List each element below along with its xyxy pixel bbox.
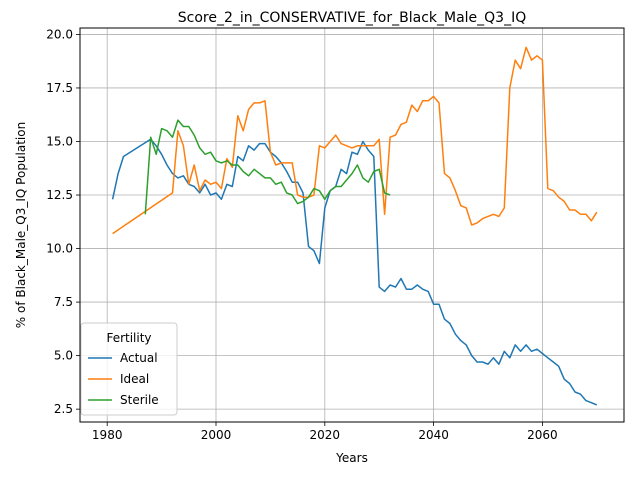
- legend-box: [80, 322, 178, 416]
- legend-label-sterile: Sterile: [120, 393, 159, 407]
- plot-frame: [79, 27, 625, 423]
- y-tick-label: 17.5: [46, 81, 73, 95]
- y-tick-label: 15.0: [46, 134, 73, 148]
- y-tick-label: 20.0: [46, 27, 73, 41]
- chart-title: Score_2_in_CONSERVATIVE_for_Black_Male_Q…: [178, 10, 526, 26]
- legend-label-actual: Actual: [120, 351, 158, 365]
- series-line-ideal: [112, 46, 598, 235]
- y-axis-ticks: 2.5 5.0 7.5 10.0 12.5 15.0 17.5 20.0: [46, 27, 80, 416]
- legend-label-ideal: Ideal: [120, 372, 149, 386]
- legend: Fertility Actual Ideal Sterile: [80, 322, 178, 416]
- x-tick-label: 2000: [201, 428, 232, 442]
- y-tick-label: 12.5: [46, 188, 73, 202]
- y-axis-label: % of Black_Male_Q3_IQ Population: [14, 122, 28, 328]
- x-axis-label: Years: [335, 451, 368, 465]
- legend-title: Fertility: [106, 331, 151, 345]
- x-tick-label: 2040: [418, 428, 449, 442]
- series-lines: [111, 46, 598, 406]
- x-tick-label: 2020: [310, 428, 341, 442]
- y-tick-label: 7.5: [54, 295, 73, 309]
- y-tick-label: 5.0: [54, 349, 73, 363]
- x-tick-label: 2060: [527, 428, 558, 442]
- y-tick-label: 10.0: [46, 242, 73, 256]
- gridlines: [80, 28, 624, 422]
- y-tick-label: 2.5: [54, 402, 73, 416]
- x-axis-ticks: 1980 2000 2020 2040 2060: [92, 422, 558, 442]
- x-tick-label: 1980: [92, 428, 123, 442]
- series-line-sterile: [144, 119, 391, 215]
